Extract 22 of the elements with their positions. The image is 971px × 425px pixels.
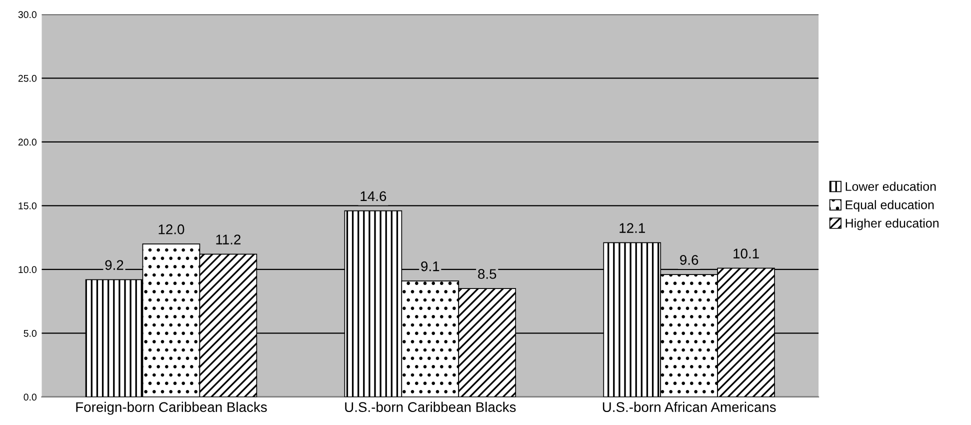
data-label: 12.0 <box>158 224 184 234</box>
y-tick-label: 15.0 <box>18 202 37 210</box>
legend-label: Equal education <box>846 200 934 212</box>
legend-label: Higher education <box>846 218 938 230</box>
legend-label: Lower education <box>846 182 936 191</box>
data-label: 9.2 <box>105 260 124 270</box>
x-tick-label: U.S.-born Caribbean Blacks <box>345 402 516 412</box>
data-label: 9.6 <box>680 255 698 265</box>
data-label: 11.2 <box>216 234 240 244</box>
data-label: 12.1 <box>620 223 645 233</box>
y-tick-label: 10.0 <box>18 266 37 274</box>
y-tick-label: 5.0 <box>24 330 37 337</box>
y-tick-label: 0.0 <box>24 394 37 401</box>
data-label: 14.6 <box>360 191 386 202</box>
data-label: 8.5 <box>478 269 496 279</box>
x-tick-label: Foreign-born Caribbean Blacks <box>76 402 267 415</box>
y-tick-label: 25.0 <box>18 74 37 82</box>
x-tick-label: U.S.-born African Americans <box>602 402 776 412</box>
y-tick-label: 30.0 <box>18 11 37 18</box>
data-label: 9.1 <box>421 261 440 272</box>
data-label: 10.1 <box>734 248 759 258</box>
y-tick-label: 20.0 <box>18 138 37 146</box>
